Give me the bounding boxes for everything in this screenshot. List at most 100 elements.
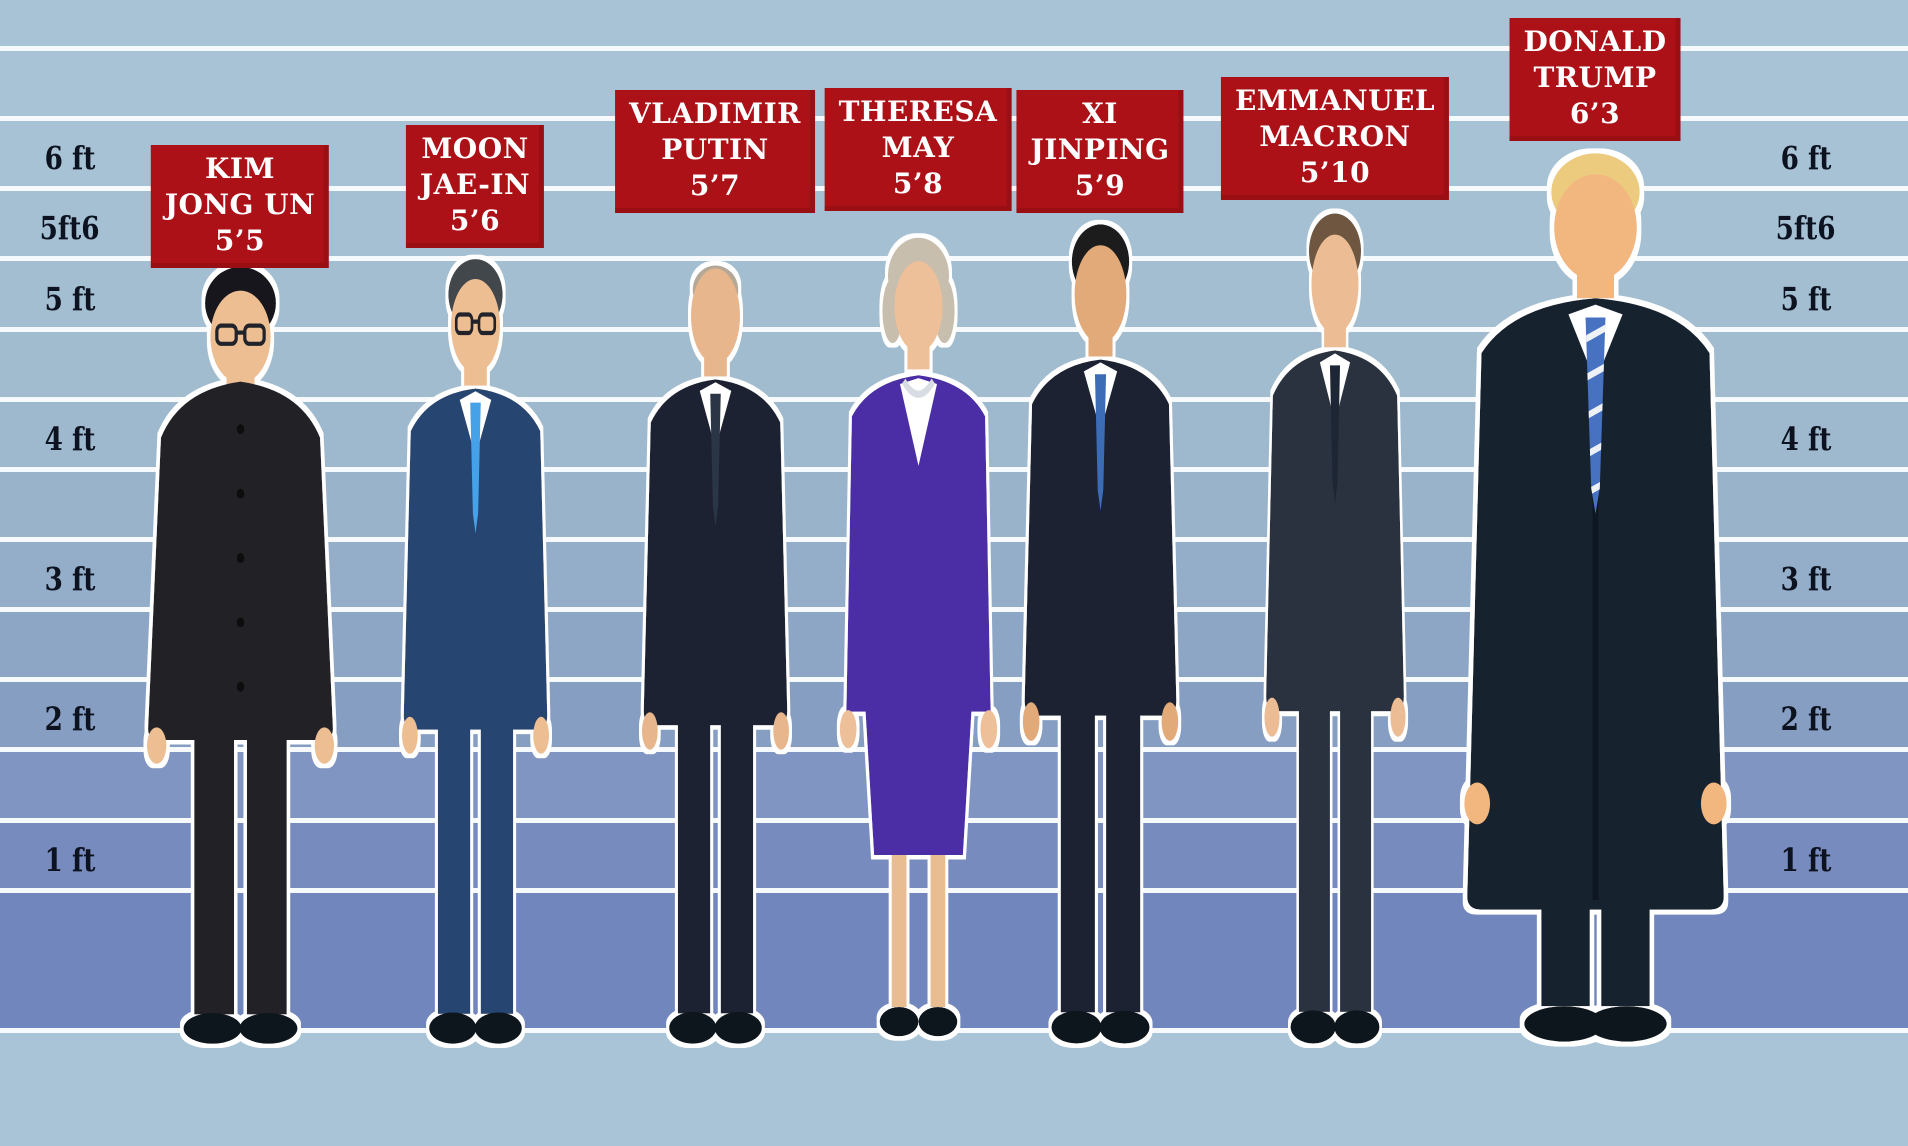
hand (314, 727, 334, 764)
leader-height-value: 5’5 (214, 224, 266, 257)
height-line (0, 46, 1908, 51)
face (1074, 245, 1126, 344)
face (209, 290, 271, 383)
neck (1324, 323, 1346, 348)
tick-label-left-6ft: 6 ft (44, 139, 96, 177)
neck (703, 353, 727, 377)
height-line (0, 1028, 1908, 1033)
tick-label-right-5ft6: 5ft6 (1776, 209, 1836, 247)
name-box-kim-jong-un: KIM JONG UN 5’5 (150, 145, 330, 268)
tick-label-right-1ft: 1 ft (1780, 841, 1832, 879)
hand (532, 716, 549, 754)
hand (1463, 782, 1490, 825)
shoe (1050, 1010, 1101, 1044)
jacket (1266, 350, 1404, 712)
shoe (918, 1007, 957, 1037)
shoe (879, 1007, 918, 1037)
leg (930, 843, 945, 1008)
necklace (901, 378, 935, 398)
face (450, 279, 500, 373)
floor (0, 1030, 1908, 1146)
leader-name-line: VLADIMIR (629, 97, 801, 130)
trouser-leg (193, 717, 234, 1015)
tick-label-left-3ft: 3 ft (44, 560, 96, 598)
leader-height-value: 6’3 (1569, 97, 1621, 130)
leader-name-line: EMMANUEL (1234, 84, 1436, 117)
person-kim-jong-un (146, 266, 334, 1044)
hand (1264, 697, 1280, 737)
person-emmanuel-macron (1264, 213, 1406, 1044)
tie (1329, 365, 1341, 504)
shoe (1586, 1006, 1667, 1042)
hand (839, 710, 857, 749)
leader-name-line: JONG UN (164, 188, 316, 221)
shoe (238, 1013, 297, 1044)
hand (1161, 702, 1178, 741)
leader-name-line: MOON (421, 132, 529, 165)
leader-height-value: 5’8 (892, 167, 944, 200)
hand (1022, 702, 1039, 741)
name-box-donald-trump: DONALD TRUMP 6’3 (1509, 18, 1681, 141)
shoe (474, 1012, 522, 1044)
leader-name-line: MACRON (1259, 120, 1411, 153)
leader-height-value: 5’6 (449, 204, 501, 237)
tie (469, 402, 481, 534)
name-box-theresa-may: THERESA MAY 5’8 (824, 88, 1012, 211)
tick-label-right-2ft: 2 ft (1780, 700, 1832, 738)
tie (1094, 374, 1106, 511)
shoe (183, 1013, 242, 1044)
buttons (236, 424, 244, 692)
name-box-moon-jae-in: MOON JAE-IN 5’6 (405, 125, 545, 248)
neck (463, 362, 487, 386)
tick-label-left-2ft: 2 ft (44, 700, 96, 738)
jacket (1024, 359, 1176, 716)
leader-name-line: PUTIN (661, 133, 769, 166)
tick-label-left-5ft: 5 ft (44, 280, 96, 318)
leader-name-line: MAY (881, 131, 955, 164)
trouser-leg (437, 712, 470, 1014)
height-band (0, 890, 1908, 1030)
trouser-leg (246, 717, 287, 1015)
trouser-leg (1060, 697, 1095, 1013)
person-moon-jae-in (401, 259, 549, 1044)
leader-name-line: KIM (205, 152, 275, 185)
tie (1585, 317, 1605, 514)
height-line (0, 256, 1908, 261)
face (690, 268, 740, 364)
jacket (643, 379, 787, 726)
tick-label-left-1ft: 1 ft (44, 841, 96, 879)
jacket (403, 388, 547, 730)
shoe (1334, 1010, 1380, 1044)
jacket (845, 375, 991, 712)
leader-name-line: THERESA (838, 95, 998, 128)
skirt (864, 699, 972, 855)
leader-name-line: TRUMP (1533, 61, 1657, 94)
name-box-vladimir-putin: VLADIMIR PUTIN 5’7 (615, 90, 815, 213)
person-xi-jinping (1022, 224, 1178, 1044)
trouser-leg (677, 707, 710, 1014)
leader-height-value: 5’10 (1299, 156, 1371, 189)
blouse (899, 378, 937, 466)
hand (979, 710, 997, 749)
tick-label-right-3ft: 3 ft (1780, 560, 1832, 598)
neck (906, 346, 930, 370)
trouser-leg (720, 707, 753, 1014)
neck (1576, 272, 1614, 299)
glasses (214, 323, 266, 346)
shoe (714, 1011, 762, 1044)
tick-label-left-4ft: 4 ft (44, 420, 96, 458)
trouser-leg (1340, 693, 1372, 1012)
name-box-emmanuel-macron: EMMANUEL MACRON 5’10 (1220, 77, 1450, 200)
tick-label-left-5ft6: 5ft6 (40, 209, 100, 247)
trouser-leg (1105, 697, 1140, 1013)
hand (1700, 782, 1727, 825)
shoe (1523, 1006, 1604, 1042)
hand (1390, 697, 1406, 737)
leader-name-line: XI (1082, 97, 1118, 130)
trouser-leg (480, 712, 513, 1014)
leader-name-line: JAE-IN (419, 168, 531, 201)
tie (709, 393, 721, 527)
leader-name-line: DONALD (1523, 25, 1667, 58)
height-line (0, 327, 1908, 332)
